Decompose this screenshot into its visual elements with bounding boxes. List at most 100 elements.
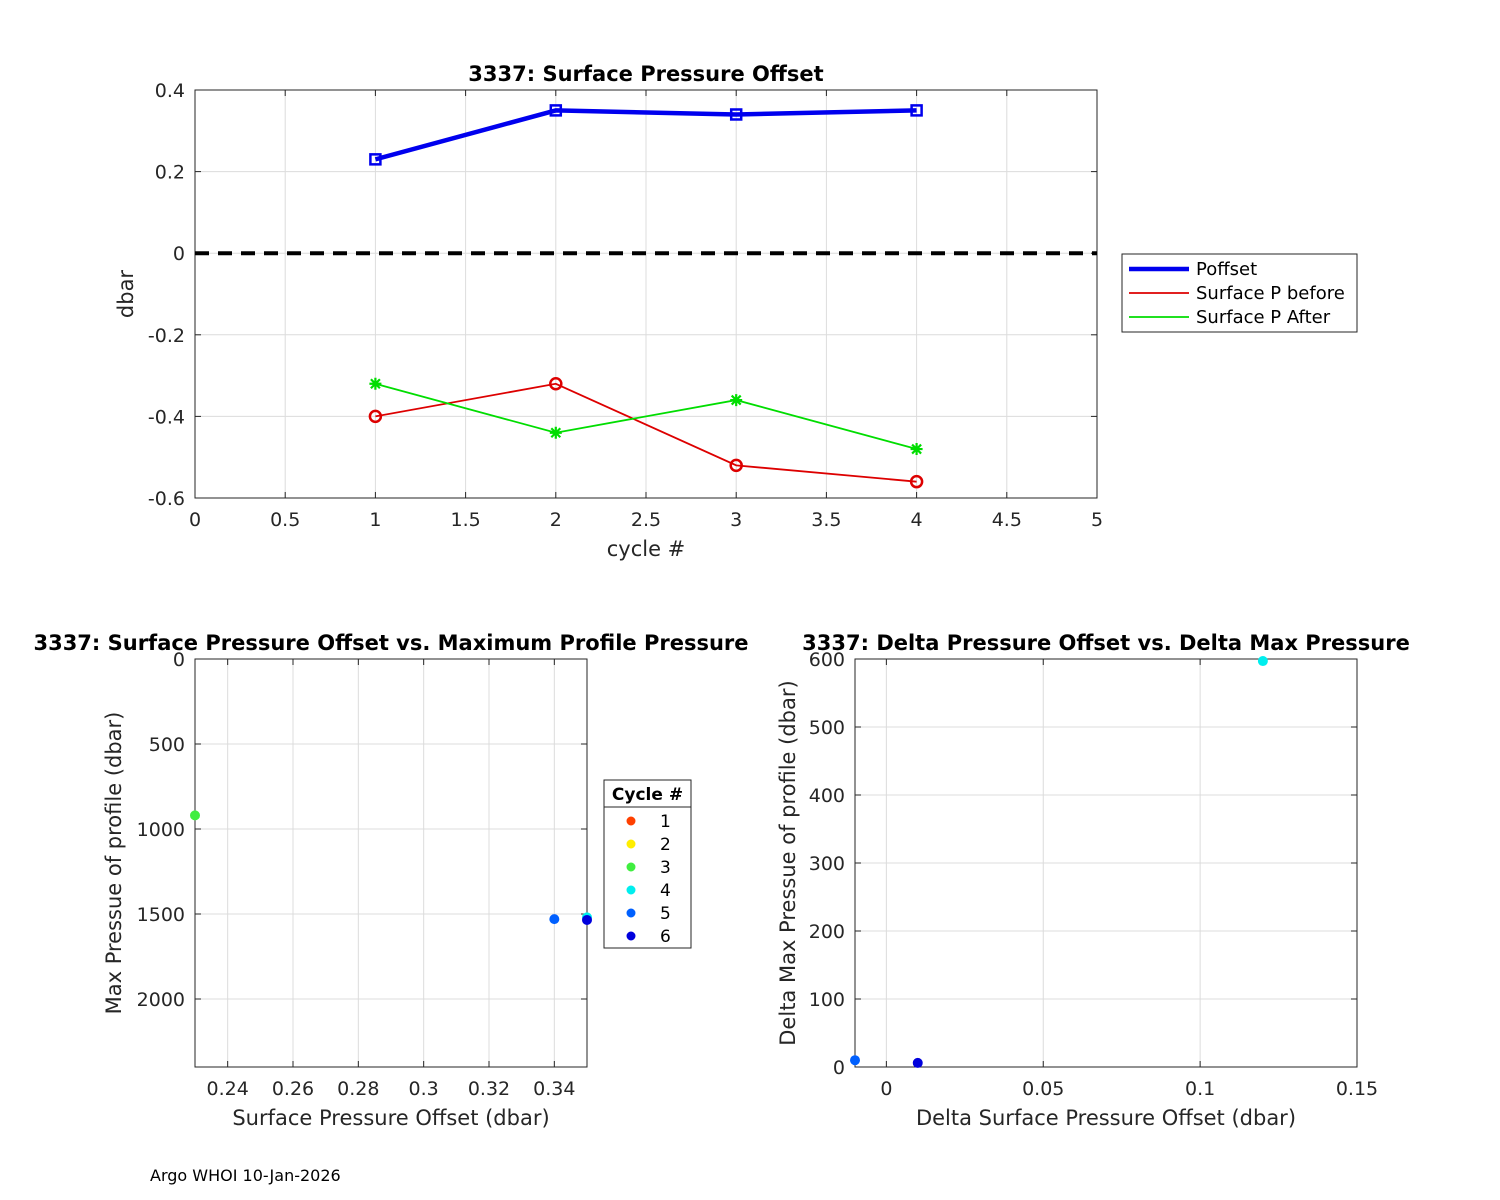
legend-label: Surface P After: [1196, 307, 1331, 328]
axes-frame: [194, 658, 588, 1068]
y-tick-label: -0.6: [148, 488, 185, 510]
x-tick-label: 3: [730, 509, 742, 531]
legend-marker: [626, 862, 636, 872]
y-tick-label: -0.2: [148, 325, 185, 347]
data-point-circle: [729, 458, 743, 473]
footer-text: Argo WHOI 10-Jan-2026: [150, 1166, 341, 1185]
data-point-star: [910, 443, 923, 456]
scatter-point: [549, 914, 560, 925]
legend-label: 4: [660, 881, 671, 901]
data-point-circle: [368, 409, 383, 424]
legend-label: 6: [660, 927, 671, 947]
data-point-star: [549, 426, 562, 439]
x-tick-label: 5: [1091, 509, 1103, 531]
legend-label: Surface P before: [1196, 283, 1345, 304]
data-point-star: [369, 377, 382, 390]
y-tick-label: 300: [809, 853, 845, 875]
legend-label: 2: [660, 835, 671, 855]
series-poffset: [369, 104, 923, 166]
legend-marker: [626, 931, 636, 941]
series-surface-p-before: [368, 377, 924, 489]
data-point-square: [910, 104, 923, 117]
legend-marker: [626, 885, 636, 895]
x-tick-label: 0.28: [337, 1078, 379, 1100]
y-tick-label: 100: [809, 989, 845, 1011]
y-axis-label: Max Pressue of profile (dbar): [102, 712, 126, 1015]
scatter-point: [912, 1057, 923, 1068]
x-tick-label: 0.15: [1336, 1078, 1378, 1100]
series-surface-p-after: [369, 377, 923, 456]
x-axis-label: Delta Surface Pressure Offset (dbar): [916, 1106, 1296, 1130]
scatter-points: [190, 810, 592, 925]
y-tick-label: 0.4: [155, 80, 185, 102]
data-point-circle: [549, 377, 563, 391]
legend-title: Cycle #: [612, 785, 683, 805]
legend-label: 3: [660, 858, 671, 878]
plot-area: [195, 659, 587, 1067]
y-tick-label: 0.2: [155, 162, 185, 184]
legend: Cycle # 1 2 3 4 5 6: [603, 779, 692, 949]
y-tick-label: 400: [809, 785, 845, 807]
y-tick-label: 0: [173, 243, 185, 265]
legend-marker: [626, 816, 636, 826]
x-tick-label: 0.05: [1022, 1078, 1064, 1100]
legend-label: 1: [660, 812, 671, 832]
x-tick-label: 0.32: [468, 1078, 510, 1100]
series-line: [375, 382, 917, 450]
chart-bottom-left: 0.24 0.26 0.28 0.3 0.32 0.34 0 500 1000 1500 2000 3…: [33, 631, 748, 1130]
y-axis-label: dbar: [114, 270, 138, 319]
x-tick-label: 3.5: [811, 509, 841, 531]
scatter-point: [850, 1055, 860, 1066]
legend: Poffset Surface P before Surface P After: [1121, 253, 1358, 333]
chart-title: 3337: Surface Pressure Offset vs. Maximu…: [33, 631, 748, 655]
series-line: [375, 382, 917, 483]
legend-label: 5: [660, 904, 671, 924]
chart-top: 0 0.5 1 1.5 2 2.5 3 3.5 4 4.5 5 -0.6 -0.4 -0.2 0 0.2 0.4…: [114, 62, 1358, 561]
x-tick-label: 0.1: [1185, 1078, 1215, 1100]
x-tick-label: 0.5: [270, 509, 300, 531]
x-tick-label: 0.34: [533, 1078, 575, 1100]
x-tick-label: 1: [369, 509, 381, 531]
x-axis-label: cycle #: [607, 537, 686, 561]
y-tick-label: 200: [809, 921, 845, 943]
legend-marker: [626, 839, 636, 849]
y-tick-label: 500: [809, 717, 845, 739]
y-tick-label: 600: [809, 649, 845, 671]
data-point-circle: [909, 474, 924, 489]
x-tick-label: 0.3: [409, 1078, 439, 1100]
x-tick-label: 2: [550, 509, 562, 531]
data-point-square: [549, 104, 563, 117]
x-axis-label: Surface Pressure Offset (dbar): [232, 1106, 549, 1130]
scatter-point: [1257, 656, 1268, 667]
x-tick-label: 0: [880, 1078, 892, 1100]
x-tick-label: 0: [189, 509, 201, 531]
y-tick-label: 1500: [137, 904, 185, 926]
data-point-square: [369, 153, 382, 166]
x-tick-label: 2.5: [631, 509, 661, 531]
x-tick-label: 1.5: [450, 509, 480, 531]
x-tick-label: 4: [911, 509, 923, 531]
data-point-square: [729, 108, 743, 121]
data-point-star: [730, 394, 743, 407]
y-tick-label: 0: [833, 1057, 845, 1079]
chart-title: 3337: Delta Pressure Offset vs. Delta Ma…: [802, 631, 1410, 655]
scatter-point: [582, 914, 592, 925]
legend-box: [603, 779, 692, 949]
legend-marker: [626, 908, 636, 918]
scatter-point: [190, 810, 200, 821]
x-tick-label: 0.26: [272, 1078, 314, 1100]
chart-title: 3337: Surface Pressure Offset: [468, 62, 823, 86]
y-axis-label: Delta Max Pressue of profile (dbar): [776, 680, 800, 1045]
scatter-points: [850, 656, 1268, 1068]
y-tick-label: 1000: [137, 819, 185, 841]
x-tick-label: 0.24: [207, 1078, 249, 1100]
legend-label: Poffset: [1196, 259, 1257, 280]
series-line: [374, 108, 917, 162]
x-tick-label: 4.5: [992, 509, 1022, 531]
y-tick-label: 500: [149, 734, 185, 756]
y-tick-label: -0.4: [148, 406, 185, 428]
y-tick-label: 0: [173, 649, 185, 671]
y-tick-label: 2000: [137, 989, 185, 1011]
